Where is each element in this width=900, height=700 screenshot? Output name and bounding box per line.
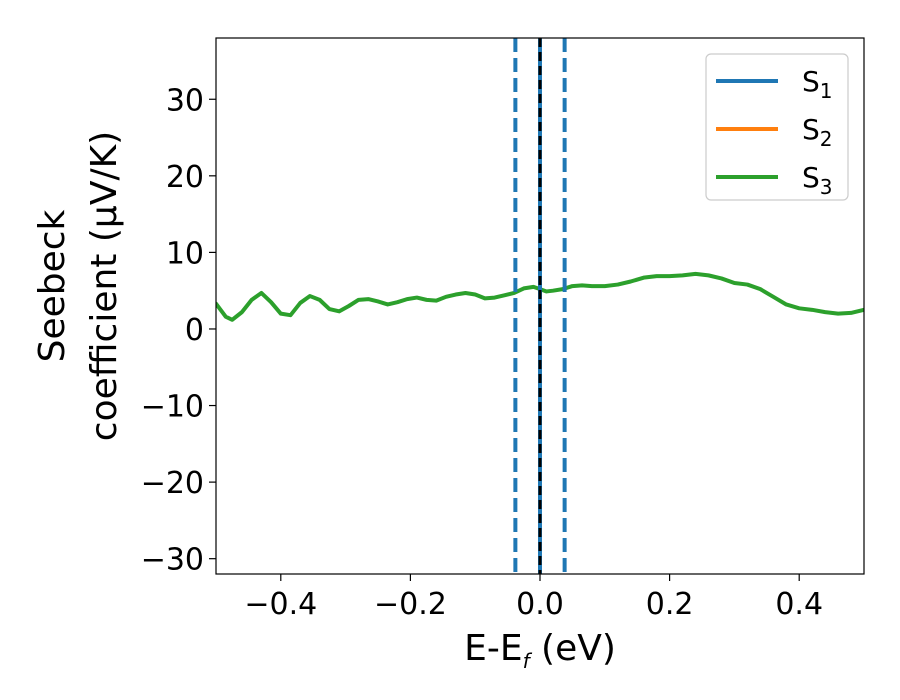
y-tick-label: 0: [185, 313, 204, 348]
y-tick-label: 10: [166, 236, 204, 271]
legend-label-s2: S2: [802, 113, 833, 151]
y-tick-label: −20: [141, 466, 204, 501]
y-axis-label: Seebeck coefficient (μV/K): [32, 131, 125, 441]
y-tick-label: −10: [141, 390, 204, 425]
y-tick-label: 20: [166, 160, 204, 195]
series-line-s3: [216, 271, 864, 322]
x-axis-ticks: −0.4 −0.2 0.0 0.2 0.4: [244, 574, 823, 622]
x-tick-label: 0.0: [516, 587, 564, 622]
x-tick-label: 0.2: [646, 587, 694, 622]
y-axis-ticks: −30 −20 −10 0 10 20 30: [141, 83, 216, 578]
y-tick-label: 30: [166, 83, 204, 118]
axis-labels: E-Ef (eV) Seebeck coefficient (μV/K): [32, 131, 616, 673]
legend-label-s1: S1: [802, 65, 833, 103]
y-tick-label: −30: [141, 543, 204, 578]
plot-area: [216, 38, 864, 574]
legend-label-s3: S3: [802, 161, 833, 199]
x-axis-label: E-Ef (eV): [464, 628, 616, 673]
x-tick-label: 0.4: [775, 587, 823, 622]
legend: S1 S2 S3: [705, 53, 849, 201]
x-tick-label: −0.2: [374, 587, 447, 622]
x-tick-label: −0.4: [244, 587, 317, 622]
